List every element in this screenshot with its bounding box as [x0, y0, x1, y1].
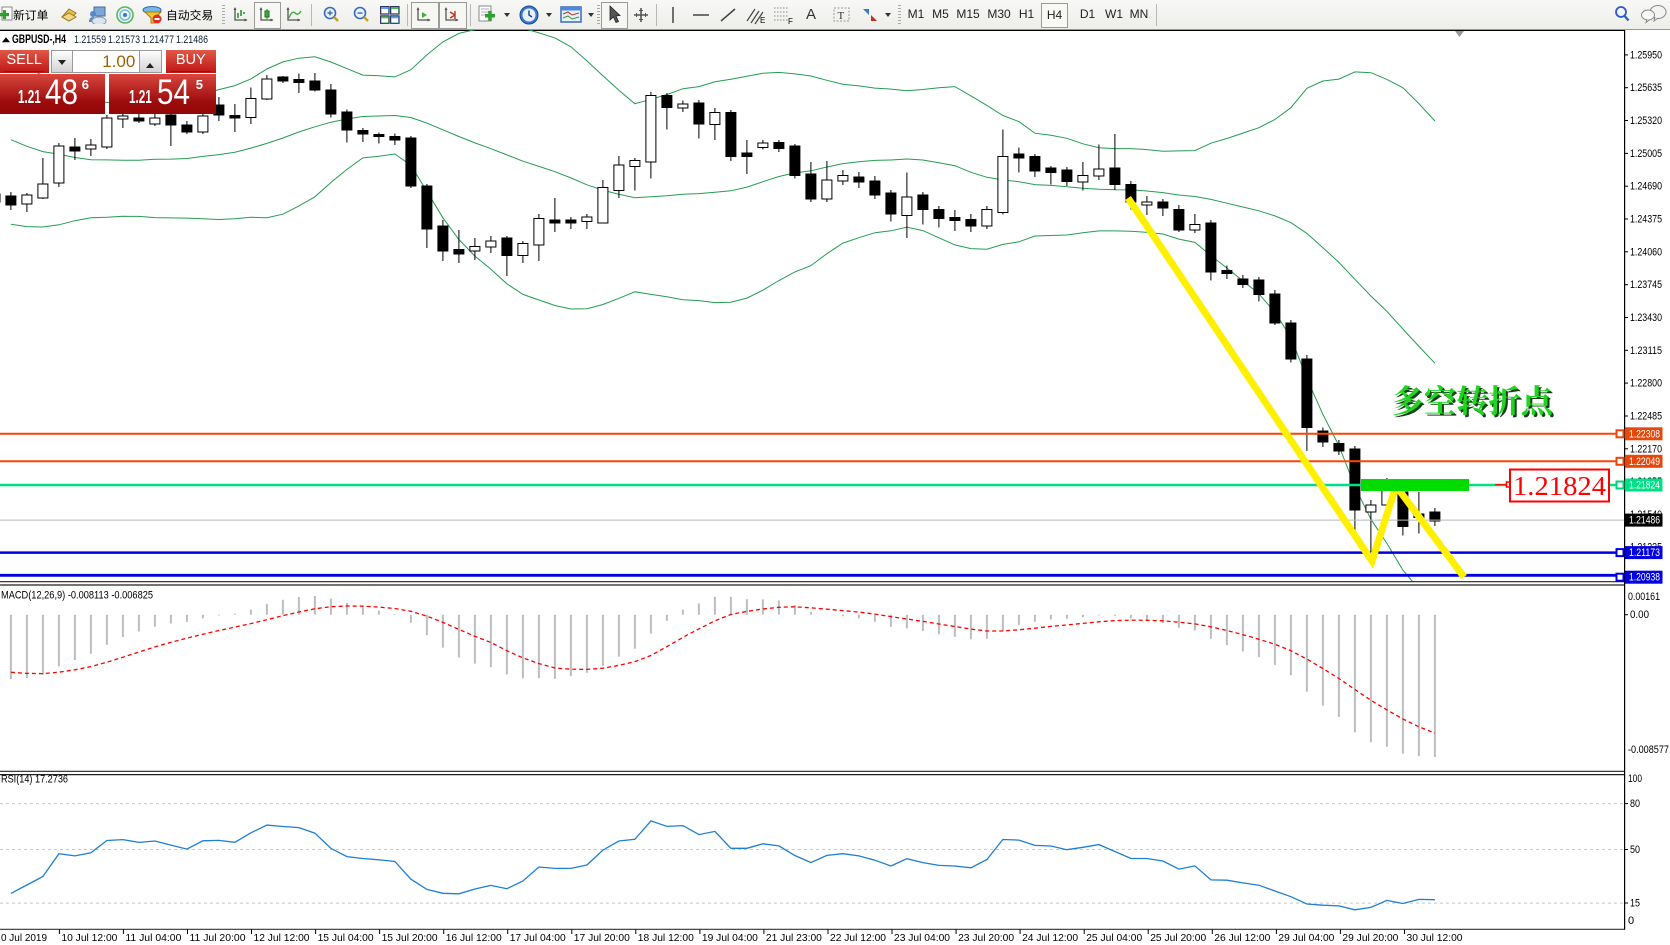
svg-text:100: 100 [1628, 773, 1642, 785]
svg-text:1.22485: 1.22485 [1630, 411, 1662, 423]
svg-text:23 Jul 20:00: 23 Jul 20:00 [958, 932, 1014, 944]
svg-text:17 Jul 04:00: 17 Jul 04:00 [510, 932, 566, 944]
svg-text:1.22800: 1.22800 [1630, 378, 1662, 390]
svg-text:25 Jul 20:00: 25 Jul 20:00 [1150, 932, 1206, 944]
svg-text:23 Jul 04:00: 23 Jul 04:00 [894, 932, 950, 944]
svg-text:1.23745: 1.23745 [1630, 279, 1662, 291]
svg-text:11 Jul 20:00: 11 Jul 20:00 [190, 932, 246, 944]
svg-text:1.21559: 1.21559 [74, 34, 106, 46]
svg-text:10 Jul 12:00: 10 Jul 12:00 [61, 932, 117, 944]
svg-text:MACD(12,26,9) -0.008113 -0.006: MACD(12,26,9) -0.008113 -0.006825 [1, 589, 153, 601]
svg-text:0.00161: 0.00161 [1628, 591, 1660, 603]
svg-text:0: 0 [1628, 915, 1634, 927]
svg-text:1.22049: 1.22049 [1629, 456, 1660, 468]
svg-text:1.24690: 1.24690 [1630, 181, 1662, 193]
svg-text:15 Jul 20:00: 15 Jul 20:00 [382, 932, 438, 944]
svg-text:25 Jul 04:00: 25 Jul 04:00 [1086, 932, 1142, 944]
svg-text:T: T [838, 10, 845, 22]
svg-text:RSI(14) 17.2736: RSI(14) 17.2736 [1, 774, 68, 786]
svg-text:24 Jul 12:00: 24 Jul 12:00 [1022, 932, 1078, 944]
svg-text:30 Jul 12:00: 30 Jul 12:00 [1407, 932, 1463, 944]
svg-text:1.21573: 1.21573 [108, 34, 140, 46]
svg-text:29 Jul 04:00: 29 Jul 04:00 [1278, 932, 1334, 944]
svg-text:16 Jul 12:00: 16 Jul 12:00 [446, 932, 502, 944]
svg-text:1.25320: 1.25320 [1630, 115, 1662, 127]
svg-text:15 Jul 04:00: 15 Jul 04:00 [318, 932, 374, 944]
svg-text:1.25635: 1.25635 [1630, 82, 1662, 94]
svg-text:1.21486: 1.21486 [176, 34, 208, 46]
svg-text:-0.008577: -0.008577 [1628, 744, 1669, 756]
svg-text:80: 80 [1630, 798, 1640, 810]
svg-text:1.23115: 1.23115 [1630, 345, 1662, 357]
svg-text:1.24375: 1.24375 [1630, 214, 1662, 226]
svg-text:11 Jul 04:00: 11 Jul 04:00 [125, 932, 181, 944]
svg-text:1.21477: 1.21477 [142, 34, 174, 46]
svg-text:E: E [760, 16, 765, 25]
svg-text:12 Jul 12:00: 12 Jul 12:00 [254, 932, 310, 944]
svg-text:26 Jul 12:00: 26 Jul 12:00 [1214, 932, 1270, 944]
svg-text:1.21824: 1.21824 [1513, 471, 1607, 501]
svg-text:1.22308: 1.22308 [1629, 428, 1660, 440]
svg-text:F: F [788, 17, 793, 25]
svg-text:0 Jul 2019: 0 Jul 2019 [1, 932, 47, 944]
svg-text:18 Jul 12:00: 18 Jul 12:00 [638, 932, 694, 944]
svg-text:1.24060: 1.24060 [1630, 246, 1662, 258]
svg-text:21 Jul 23:00: 21 Jul 23:00 [766, 932, 822, 944]
svg-text:1.22170: 1.22170 [1630, 443, 1662, 455]
svg-text:17 Jul 20:00: 17 Jul 20:00 [574, 932, 630, 944]
svg-text:1.20938: 1.20938 [1629, 572, 1660, 584]
svg-text:15: 15 [1630, 898, 1640, 910]
svg-text:19 Jul 04:00: 19 Jul 04:00 [702, 932, 758, 944]
svg-text:1.21486: 1.21486 [1629, 515, 1660, 527]
svg-text:1.25950: 1.25950 [1630, 49, 1662, 61]
svg-text:GBPUSD-,H4: GBPUSD-,H4 [12, 34, 66, 46]
svg-text:22 Jul 12:00: 22 Jul 12:00 [830, 932, 886, 944]
svg-text:1.21173: 1.21173 [1629, 547, 1660, 559]
svg-text:1.23430: 1.23430 [1630, 312, 1662, 324]
svg-text:0.00: 0.00 [1630, 609, 1649, 621]
svg-text:1.21824: 1.21824 [1629, 480, 1660, 492]
svg-text:50: 50 [1630, 844, 1640, 856]
svg-text:29 Jul 20:00: 29 Jul 20:00 [1342, 932, 1398, 944]
svg-text:1.25005: 1.25005 [1630, 148, 1662, 160]
